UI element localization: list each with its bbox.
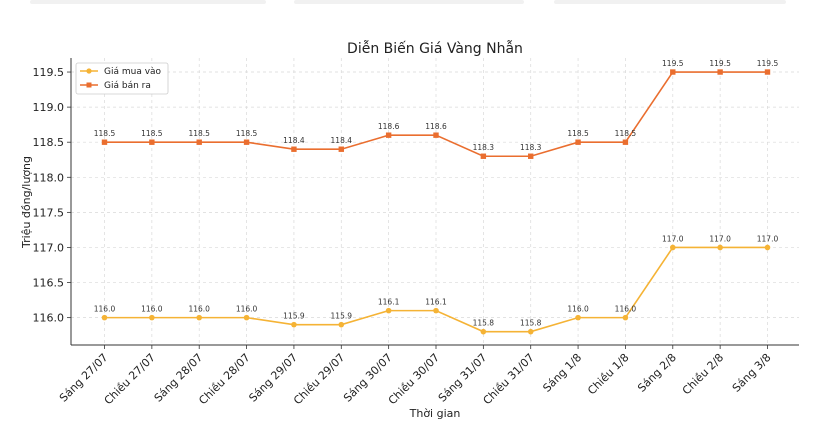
axes [70, 58, 799, 346]
data-point [527, 328, 534, 335]
data-label: 118.3 [473, 143, 495, 152]
data-label: 118.3 [520, 143, 542, 152]
data-label: 116.0 [615, 305, 637, 314]
legend-marker [86, 68, 92, 74]
data-label: 118.4 [331, 136, 353, 145]
data-point [291, 146, 297, 152]
data-point [575, 314, 581, 321]
data-label: 118.5 [188, 129, 210, 138]
data-label: 116.0 [94, 305, 116, 314]
legend-label: Giá bán ra [104, 81, 151, 91]
x-tick-label: Sáng 3/8 [730, 351, 774, 395]
data-label: 115.8 [473, 319, 495, 328]
data-label: 115.8 [520, 319, 542, 328]
y-tick-label: 119.5 [33, 66, 65, 79]
y-axis-label: Triệu đồng/lượng [20, 156, 33, 249]
series-line [104, 246, 768, 333]
data-point [622, 139, 629, 145]
data-point [622, 314, 629, 321]
data-label: 116.0 [567, 305, 589, 314]
x-tick-label: Chiều 31/07 [481, 351, 537, 407]
data-point [764, 244, 771, 251]
data-point [291, 321, 297, 328]
data-point [243, 314, 250, 321]
data-label: 119.5 [662, 59, 684, 68]
data-point [101, 314, 108, 321]
data-label: 119.5 [709, 59, 731, 68]
data-label: 115.9 [331, 312, 353, 321]
data-label: 119.5 [757, 59, 779, 68]
data-point [717, 244, 723, 251]
series-1: 116.0 116.0 116.0 116.0 115.9 115.9 116.1 116.1… [94, 234, 779, 335]
top-bar-segment-1 [30, 0, 266, 4]
data-point [717, 69, 723, 75]
x-tick-label: Chiều 30/07 [386, 351, 442, 407]
data-point [149, 139, 155, 145]
data-point [196, 139, 202, 145]
top-bar-segment-2 [294, 0, 524, 4]
data-label: 118.5 [94, 129, 116, 138]
data-label: 118.5 [141, 129, 163, 138]
data-point [433, 132, 439, 138]
data-label: 118.5 [567, 129, 589, 138]
series-2: 118.5 118.5 118.5 118.5 118.4 118.4 118.6 118.6… [94, 59, 779, 159]
data-point [528, 153, 534, 159]
data-label: 116.1 [425, 298, 447, 307]
y-tick-label: 118.0 [33, 171, 65, 184]
x-tick-label: Chiều 1/8 [585, 351, 631, 397]
data-label: 116.0 [141, 305, 163, 314]
y-ticks: 116.0 116.5 117.0 117.5 118.0 118.5 119.0 119.5 [33, 66, 71, 325]
data-label: 116.0 [236, 305, 258, 314]
data-label: 117.0 [757, 234, 779, 243]
data-point [575, 139, 581, 145]
data-point [480, 328, 487, 335]
series-group: 116.0 116.0 116.0 116.0 115.9 115.9 116.1 116.1… [94, 59, 779, 335]
legend-box [75, 62, 169, 95]
y-tick-label: 118.5 [33, 136, 65, 149]
data-label: 115.9 [283, 312, 305, 321]
y-tick-label: 117.5 [33, 206, 65, 219]
data-point [385, 307, 392, 314]
data-point [338, 146, 344, 152]
data-point [338, 321, 345, 328]
top-bar-segment-3 [554, 0, 786, 4]
data-label: 117.0 [709, 234, 731, 243]
data-label: 118.5 [615, 129, 637, 138]
data-point [385, 132, 392, 138]
data-point [196, 314, 203, 321]
x-tick-label: Chiều 2/8 [680, 351, 726, 397]
data-label: 118.6 [425, 122, 447, 131]
data-label: 116.1 [378, 298, 400, 307]
y-tick-label: 117.0 [33, 241, 65, 254]
y-tick-label: 116.0 [33, 312, 65, 325]
data-point [101, 139, 108, 145]
data-point [670, 69, 676, 75]
data-point [480, 153, 487, 159]
x-tick-label: Chiều 27/07 [102, 351, 158, 407]
x-tick-label: Sáng 1/8 [540, 351, 584, 395]
data-point [433, 307, 439, 314]
data-label: 118.4 [283, 136, 305, 145]
legend-marker [86, 82, 92, 88]
legend-label: Giá mua vào [104, 67, 162, 77]
x-axis-label: Thời gian [409, 407, 461, 420]
data-label: 118.5 [236, 129, 258, 138]
chart-title: Diễn Biến Giá Vàng Nhẫn [347, 40, 523, 57]
x-tick-label: Sáng 2/8 [635, 351, 679, 395]
data-label: 116.0 [188, 305, 210, 314]
x-tick-label: Chiều 29/07 [291, 351, 347, 407]
data-point [764, 69, 771, 75]
x-tick-label: Chiều 28/07 [196, 351, 252, 407]
data-label: 117.0 [662, 234, 684, 243]
legend: Giá mua vào Giá bán ra [75, 62, 169, 95]
data-point [149, 314, 155, 321]
y-tick-label: 119.0 [33, 101, 65, 114]
y-tick-label: 116.5 [33, 277, 65, 290]
data-point [669, 244, 676, 251]
data-point [243, 139, 250, 145]
data-label: 118.6 [378, 122, 400, 131]
